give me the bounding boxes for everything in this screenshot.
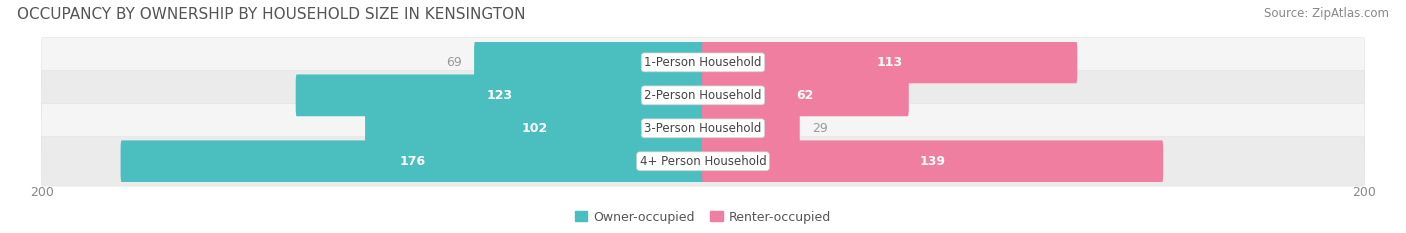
- FancyBboxPatch shape: [41, 71, 1365, 120]
- Text: 113: 113: [876, 56, 903, 69]
- Text: 139: 139: [920, 155, 946, 168]
- Text: 1-Person Household: 1-Person Household: [644, 56, 762, 69]
- Text: 123: 123: [486, 89, 513, 102]
- FancyBboxPatch shape: [295, 75, 704, 116]
- FancyBboxPatch shape: [366, 107, 704, 149]
- FancyBboxPatch shape: [702, 107, 800, 149]
- Text: 4+ Person Household: 4+ Person Household: [640, 155, 766, 168]
- FancyBboxPatch shape: [702, 41, 1077, 83]
- FancyBboxPatch shape: [702, 75, 908, 116]
- Text: 176: 176: [399, 155, 425, 168]
- Text: 69: 69: [446, 56, 461, 69]
- FancyBboxPatch shape: [41, 137, 1365, 186]
- Text: 62: 62: [797, 89, 814, 102]
- Legend: Owner-occupied, Renter-occupied: Owner-occupied, Renter-occupied: [569, 206, 837, 229]
- FancyBboxPatch shape: [41, 103, 1365, 153]
- Text: 2-Person Household: 2-Person Household: [644, 89, 762, 102]
- FancyBboxPatch shape: [702, 140, 1163, 182]
- Text: 102: 102: [522, 122, 547, 135]
- FancyBboxPatch shape: [41, 38, 1365, 87]
- Text: Source: ZipAtlas.com: Source: ZipAtlas.com: [1264, 7, 1389, 20]
- Text: OCCUPANCY BY OWNERSHIP BY HOUSEHOLD SIZE IN KENSINGTON: OCCUPANCY BY OWNERSHIP BY HOUSEHOLD SIZE…: [17, 7, 526, 22]
- Text: 29: 29: [813, 122, 828, 135]
- FancyBboxPatch shape: [121, 140, 704, 182]
- FancyBboxPatch shape: [474, 41, 704, 83]
- Text: 3-Person Household: 3-Person Household: [644, 122, 762, 135]
